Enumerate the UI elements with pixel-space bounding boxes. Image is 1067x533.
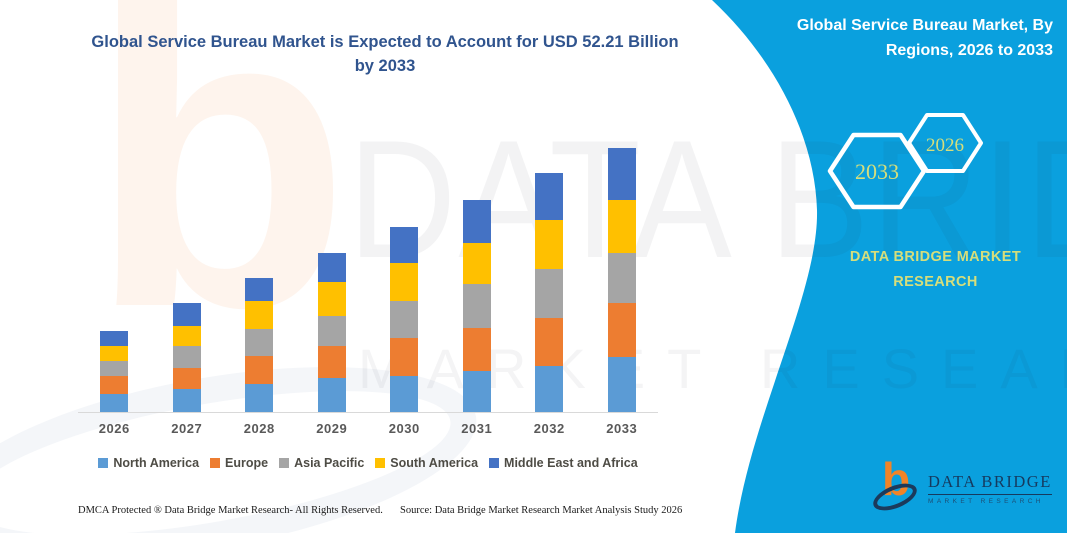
segment-asia-pacific-2026 — [100, 360, 129, 377]
hexagon-2026 — [907, 113, 983, 173]
bar-2028 — [223, 145, 296, 412]
bar-2026 — [78, 145, 151, 412]
x-label-2033: 2033 — [606, 421, 638, 436]
segment-asia-pacific-2029 — [317, 315, 346, 346]
x-label-2028: 2028 — [243, 421, 275, 436]
segment-middle-east-and-africa-2033 — [607, 148, 636, 200]
bar-2031 — [441, 145, 514, 412]
x-label-2032: 2032 — [533, 421, 565, 436]
logo-b-glyph: b — [882, 453, 911, 505]
dbmr-logo: b DATA BRIDGE MARKET RESEARCH — [869, 453, 1056, 518]
segment-asia-pacific-2033 — [607, 252, 636, 303]
chart-legend: North America Europe Asia Pacific South Ame… — [58, 456, 678, 470]
segment-south-america-2027 — [172, 325, 201, 346]
segment-asia-pacific-2030 — [390, 301, 419, 339]
segment-south-america-2032 — [535, 219, 564, 269]
legend-swatch-middle-east-and-africa — [489, 458, 500, 468]
dbmr-logo-icon: b — [869, 453, 928, 516]
segment-middle-east-and-africa-2027 — [172, 303, 201, 326]
segment-south-america-2026 — [100, 345, 129, 361]
bar-2032 — [513, 145, 586, 412]
segment-north-america-2026 — [100, 394, 129, 412]
legend-item-middle-east-and-africa: Middle East and Africa — [489, 456, 638, 470]
segment-europe-2029 — [317, 345, 346, 378]
segment-europe-2030 — [390, 338, 419, 376]
segment-middle-east-and-africa-2032 — [535, 173, 564, 220]
segment-asia-pacific-2031 — [462, 284, 491, 328]
segment-asia-pacific-2027 — [172, 345, 201, 368]
legend-label: Europe — [225, 456, 269, 470]
bar-2033 — [586, 145, 659, 412]
segment-north-america-2033 — [607, 356, 636, 412]
segment-europe-2032 — [535, 317, 564, 366]
hexagon-2033-label: 2033 — [855, 159, 899, 184]
year-hexagons: 2033 2026 — [827, 113, 983, 210]
dmca-text: DMCA Protected ® Data Bridge Market Rese… — [78, 505, 383, 516]
segment-north-america-2029 — [317, 377, 346, 412]
segment-north-america-2032 — [535, 366, 564, 412]
logo-name: DATA BRIDGE — [928, 472, 1052, 495]
x-label-2030: 2030 — [388, 421, 420, 436]
segment-north-america-2030 — [390, 375, 419, 412]
panel-brand-text: DATA BRIDGE MARKET RESEARCH — [849, 249, 1022, 290]
legend-label: North America — [113, 456, 200, 470]
hexagon-2033 — [827, 132, 927, 210]
segment-north-america-2031 — [462, 370, 491, 412]
segment-north-america-2027 — [172, 389, 201, 412]
segment-europe-2033 — [607, 302, 636, 357]
segment-south-america-2031 — [462, 243, 491, 284]
bar-2029 — [296, 145, 369, 412]
legend-item-south-america: South America — [375, 456, 478, 470]
segment-south-america-2029 — [317, 281, 346, 316]
source-text: Source: Data Bridge Market Research Mark… — [400, 505, 683, 516]
legend-swatch-asia-pacific — [279, 458, 290, 468]
bar-2030 — [368, 145, 441, 412]
legend-label: Middle East and Africa — [504, 456, 638, 470]
x-label-2031: 2031 — [461, 421, 493, 436]
logo-subtext: MARKET RESEARCH — [928, 497, 1044, 505]
legend-swatch-europe — [210, 458, 221, 468]
segment-south-america-2028 — [245, 300, 274, 330]
segment-south-america-2030 — [390, 262, 419, 302]
legend-item-asia-pacific: Asia Pacific — [279, 456, 364, 470]
legend-label: Asia Pacific — [294, 456, 365, 470]
segment-europe-2031 — [462, 328, 491, 371]
segment-south-america-2033 — [607, 199, 636, 253]
segment-middle-east-and-africa-2031 — [462, 199, 491, 243]
segment-north-america-2028 — [245, 384, 274, 412]
x-label-2029: 2029 — [316, 421, 348, 436]
segment-middle-east-and-africa-2026 — [100, 330, 129, 346]
legend-swatch-north-america — [98, 458, 109, 468]
panel-heading: Global Service Bureau Market, By Regions… — [796, 17, 1053, 59]
logo-text: DATA BRIDGE MARKET RESEARCH — [928, 472, 1052, 505]
x-label-2027: 2027 — [171, 421, 203, 436]
bar-2027 — [151, 145, 224, 412]
legend-item-north-america: North America — [98, 456, 199, 470]
legend-swatch-south-america — [375, 458, 386, 468]
x-label-2026: 2026 — [98, 421, 130, 436]
segment-middle-east-and-africa-2028 — [245, 277, 274, 301]
segment-europe-2028 — [245, 355, 274, 385]
legend-item-europe: Europe — [210, 456, 268, 470]
chart-title-line1: Global Service Bureau Market is Expected… — [91, 33, 679, 51]
plot-area — [78, 145, 658, 413]
segment-asia-pacific-2028 — [245, 329, 274, 356]
chart-title: Global Service Bureau Market is Expected… — [55, 30, 715, 78]
chart-title-line2: by 2033 — [354, 57, 416, 75]
segment-europe-2026 — [100, 376, 129, 395]
legend-label: South America — [390, 456, 479, 470]
hexagon-2026-label: 2026 — [926, 135, 964, 156]
segment-europe-2027 — [172, 367, 201, 390]
segment-asia-pacific-2032 — [535, 268, 564, 318]
segment-middle-east-and-africa-2029 — [317, 252, 346, 282]
blue-panel-shape — [712, 0, 1067, 533]
segment-middle-east-and-africa-2030 — [390, 227, 419, 263]
x-axis-labels: 2026 2027 2028 2029 2030 2031 2032 2033 — [78, 421, 658, 436]
